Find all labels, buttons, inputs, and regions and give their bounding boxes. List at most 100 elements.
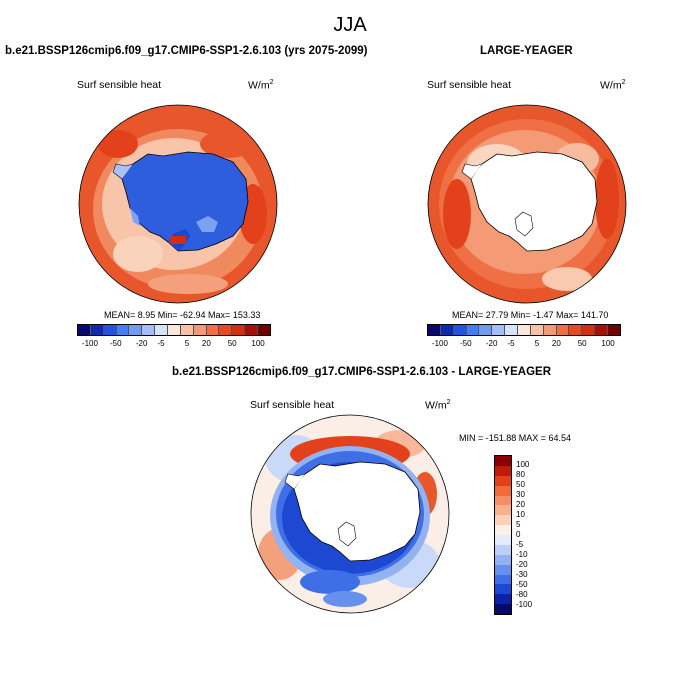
colorbar-ticks-diff: 100 80 50 30 20 10 5 0 -5 -10 -20 -30 -50 -80 -100 — [516, 455, 546, 615]
colorbar-swatch — [495, 535, 511, 545]
units-label-diff: W/m2 — [425, 399, 451, 412]
colorbar-swatch — [495, 594, 511, 605]
colorbar-tick-label: -30 — [516, 570, 528, 579]
colorbar-swatch — [556, 325, 570, 335]
colorbar-swatch — [103, 325, 117, 335]
colorbar-tick-label: -10 — [516, 550, 528, 559]
colorbar-tick-label: -50 — [516, 580, 528, 589]
colorbar-swatch — [495, 544, 511, 555]
colorbar-tick-label: 5 — [516, 520, 521, 529]
colorbar-swatch — [232, 325, 246, 335]
colorbar-swatch — [168, 325, 181, 335]
colorbar-tick-label: -100 — [516, 600, 533, 609]
colorbar-tick-label: -80 — [516, 590, 528, 599]
panel-title-model: b.e21.BSSP126cmip6.f09_g17.CMIP6-SSP1-2.… — [5, 45, 368, 57]
stats-diff: MIN = -151.88 MAX = 64.54 — [459, 433, 572, 443]
colorbar-swatch — [142, 325, 156, 335]
colorbar-tick-label: 20 — [516, 500, 525, 509]
colorbar-swatch — [155, 325, 169, 335]
colorbar-swatch — [129, 325, 143, 335]
colorbar-tick-label: -5 — [507, 339, 515, 348]
colorbar-swatch — [595, 325, 609, 335]
colorbar-swatch — [495, 515, 511, 526]
colorbar-swatch — [530, 325, 544, 335]
panel-title-diff: b.e21.BSSP126cmip6.f09_g17.CMIP6-SSP1-2.… — [172, 366, 552, 378]
colorbar-tick-label: 50 — [516, 480, 525, 489]
colorbar-swatch — [440, 325, 454, 335]
colorbar-tick-label: -50 — [460, 339, 472, 348]
colorbar-tick-label: -5 — [157, 339, 165, 348]
colorbar-tick-label: 5 — [534, 339, 540, 348]
colorbar-swatch — [582, 325, 596, 335]
stats-model: MEAN= 8.95 Min= -62.94 Max= 153.33 — [104, 310, 261, 320]
colorbar-ticks-model: -100 -50 -20 -5 5 20 50 100 — [77, 339, 271, 351]
colorbar-swatch — [543, 325, 557, 335]
colorbar-tick-label: -50 — [110, 339, 122, 348]
colorbar-ticks-obs: -100 -50 -20 -5 5 20 50 100 — [427, 339, 621, 351]
colorbar-tick-label: 0 — [516, 530, 521, 539]
variable-label-model: Surf sensible heat — [77, 79, 162, 91]
colorbar-swatch — [206, 325, 220, 335]
colorbar-swatch — [180, 325, 194, 335]
colorbar-swatch — [453, 325, 467, 335]
colorbar-swatch — [608, 325, 620, 335]
colorbar-tick-label: 100 — [516, 460, 530, 469]
units-label-model: W/m2 — [248, 79, 274, 92]
colorbar-tick-label: 100 — [601, 339, 615, 348]
colorbar-swatch — [495, 554, 511, 565]
colorbar-swatch — [495, 456, 511, 466]
colorbar-obs — [427, 324, 621, 336]
variable-label-obs: Surf sensible heat — [427, 79, 512, 91]
colorbar-tick-label: 80 — [516, 470, 525, 479]
units-label-obs: W/m2 — [600, 79, 626, 92]
colorbar-tick-label: 5 — [184, 339, 190, 348]
colorbar-swatch — [495, 584, 511, 595]
colorbar-swatch — [505, 325, 519, 335]
colorbar-swatch — [492, 325, 506, 335]
colorbar-swatch — [495, 495, 511, 506]
colorbar-diff — [494, 455, 512, 615]
colorbar-tick-label: 50 — [577, 339, 587, 348]
colorbar-tick-label: -20 — [516, 560, 528, 569]
colorbar-swatch — [90, 325, 104, 335]
colorbar-swatch — [518, 325, 531, 335]
colorbar-swatch — [258, 325, 270, 335]
stats-obs: MEAN= 27.79 Min= -1.47 Max= 141.70 — [452, 310, 609, 320]
panel-title-obs: LARGE-YEAGER — [480, 45, 573, 57]
colorbar-tick-label: -100 — [431, 339, 448, 348]
figure-title: JJA — [333, 14, 367, 36]
map-model-polar — [78, 104, 278, 304]
colorbar-tick-label: -20 — [485, 339, 498, 348]
colorbar-swatch — [495, 475, 511, 486]
colorbar-swatch — [495, 505, 511, 516]
colorbar-swatch — [495, 525, 511, 535]
colorbar-swatch — [495, 564, 511, 575]
colorbar-tick-label: 30 — [516, 490, 525, 499]
colorbar-tick-label: 20 — [551, 339, 561, 348]
colorbar-model — [77, 324, 271, 336]
colorbar-swatch — [219, 325, 233, 335]
colorbar-tick-label: 10 — [516, 510, 525, 519]
colorbar-swatch — [495, 485, 511, 496]
colorbar-tick-label: 50 — [227, 339, 237, 348]
colorbar-swatch — [245, 325, 259, 335]
variable-label-diff: Surf sensible heat — [250, 399, 335, 411]
colorbar-tick-label: -20 — [135, 339, 148, 348]
colorbar-tick-label: -5 — [516, 540, 524, 549]
colorbar-swatch — [569, 325, 583, 335]
colorbar-swatch — [479, 325, 493, 335]
map-diff-polar — [250, 414, 450, 614]
colorbar-swatch — [466, 325, 480, 335]
colorbar-swatch — [495, 604, 511, 614]
colorbar-tick-label: 100 — [251, 339, 265, 348]
colorbar-tick-label: 20 — [201, 339, 211, 348]
map-obs-polar — [427, 104, 627, 304]
colorbar-swatch — [495, 574, 511, 585]
colorbar-swatch — [428, 325, 441, 335]
colorbar-tick-label: -100 — [81, 339, 98, 348]
colorbar-swatch — [193, 325, 207, 335]
colorbar-swatch — [78, 325, 91, 335]
colorbar-swatch — [495, 465, 511, 476]
colorbar-swatch — [116, 325, 130, 335]
